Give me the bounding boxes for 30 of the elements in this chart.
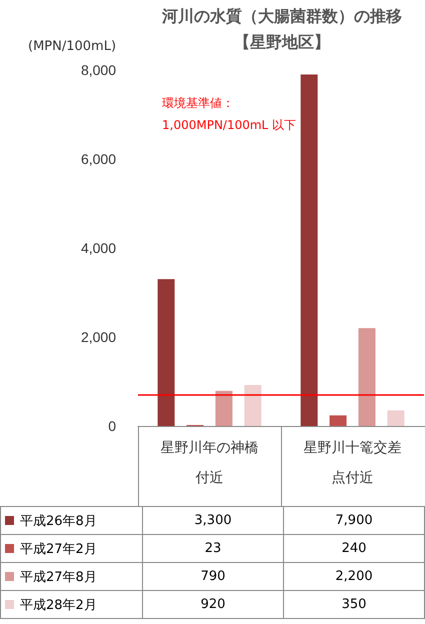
- bar: [358, 328, 376, 426]
- y-tick-label: 4,000: [80, 240, 116, 256]
- x-tick-label: 星野川十篭交差点付近: [304, 439, 402, 485]
- bar: [158, 279, 175, 426]
- bar: [215, 390, 232, 426]
- ref-line-label: 環境基準値： 1,000MPN/100mL 以下: [162, 96, 296, 132]
- data-label: 3,300: [142, 506, 284, 534]
- y-tick-label: 6,000: [80, 151, 116, 167]
- data-label: 23: [142, 534, 284, 562]
- y-tick-label: 0: [108, 418, 116, 434]
- x-tick-label: 星野川年の神橋付近: [160, 439, 258, 485]
- data-label: 920: [142, 590, 284, 618]
- bar: [387, 410, 404, 426]
- bar: [244, 385, 262, 426]
- bar: [330, 415, 347, 426]
- chart-subtitle: 【星野地区】: [234, 32, 330, 52]
- legend-label: 平成27年2月: [0, 534, 142, 562]
- legend-label: 平成28年2月: [0, 590, 142, 618]
- data-label: 350: [284, 590, 424, 618]
- y-tick-label: 2,000: [80, 329, 116, 345]
- y-tick-label: 8,000: [80, 62, 116, 78]
- data-label: 2,200: [284, 562, 424, 590]
- bar: [300, 74, 318, 426]
- chart-title: 河川の水質（大腸菌群数）の推移: [161, 6, 402, 26]
- data-label: 790: [142, 562, 284, 590]
- legend-label: 平成27年8月: [0, 562, 142, 590]
- data-label: 7,900: [284, 506, 424, 534]
- y-axis-title: (MPN/100mL): [28, 39, 116, 54]
- legend-label: 平成26年8月: [0, 506, 142, 534]
- data-label: 240: [284, 534, 424, 562]
